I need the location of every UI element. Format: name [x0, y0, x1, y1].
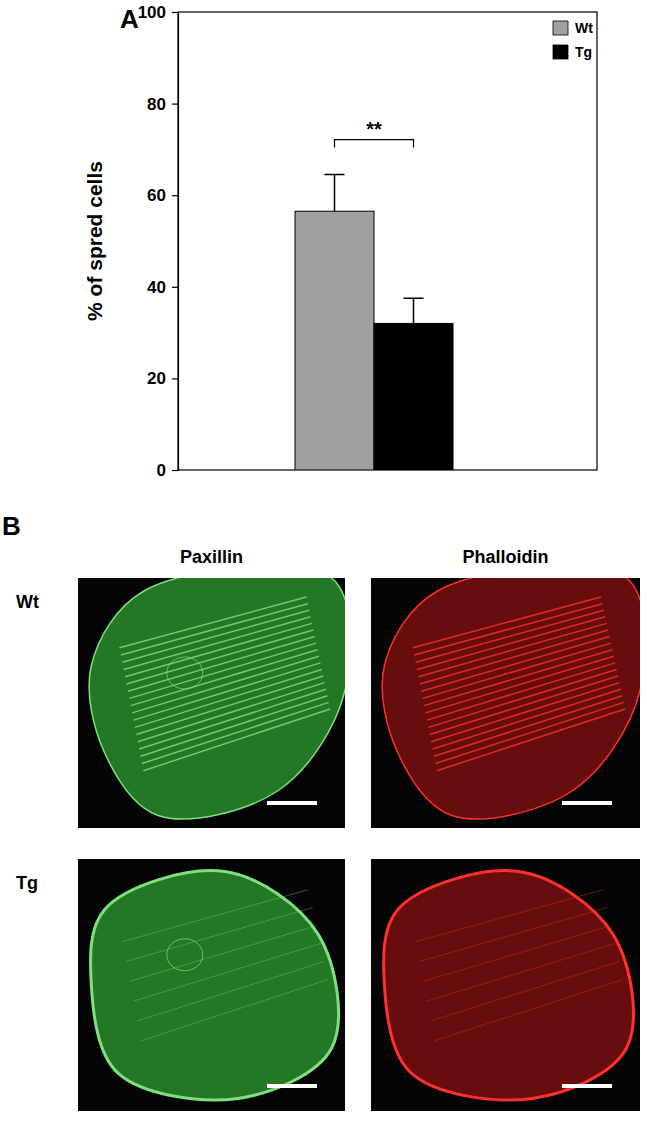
error-bar	[325, 175, 345, 212]
legend-swatch	[553, 21, 568, 35]
fibre	[126, 630, 313, 684]
cell	[89, 578, 345, 819]
column-title: Paxillin	[180, 547, 243, 567]
bar	[295, 211, 374, 470]
significance-bracket	[335, 140, 414, 148]
fibre	[134, 663, 321, 720]
panel-label: B	[2, 511, 21, 541]
fibre	[135, 669, 322, 727]
scale-bar	[562, 801, 612, 805]
y-tick-mark	[172, 12, 178, 13]
fibre	[417, 617, 605, 670]
y-tick-label: 60	[147, 186, 166, 205]
fibre	[437, 709, 625, 771]
y-tick-mark	[172, 287, 178, 288]
plot-frame	[178, 12, 597, 470]
fibre	[428, 669, 616, 727]
fibre	[415, 890, 603, 942]
error-bar	[404, 298, 424, 323]
micrograph	[371, 578, 640, 828]
fibre	[136, 676, 323, 735]
fibre	[434, 980, 622, 1041]
y-tick: 20	[147, 369, 178, 388]
fibre	[416, 610, 604, 662]
fibre	[421, 637, 609, 692]
fibre	[424, 650, 612, 706]
legend-label: Wt	[575, 20, 593, 36]
y-tick: 40	[147, 278, 178, 297]
fibre	[141, 696, 328, 757]
y-tick-label: 20	[147, 369, 166, 388]
row-title: Wt	[16, 592, 39, 612]
legend: Wt Tg	[553, 20, 593, 60]
y-tick: 80	[147, 95, 178, 114]
y-tick-mark	[172, 103, 178, 104]
y-axis-line	[172, 13, 179, 471]
scale-bar	[267, 1084, 317, 1088]
bars	[295, 175, 453, 470]
column-title: Phalloidin	[462, 547, 548, 567]
fibre	[434, 696, 622, 757]
y-tick-label: 80	[147, 95, 166, 114]
y-tick: 100	[138, 3, 178, 22]
micrograph-background	[371, 859, 640, 1111]
fibre	[129, 643, 316, 698]
fibre	[431, 962, 619, 1021]
y-axis: 0 20 40 60 80 100	[138, 3, 179, 480]
fibre	[427, 663, 615, 720]
micrograph	[371, 859, 640, 1111]
y-tick-mark	[172, 470, 178, 471]
fibre	[137, 962, 324, 1021]
y-tick-mark	[172, 378, 178, 379]
micrograph	[78, 859, 345, 1111]
legend-label: Tg	[575, 44, 592, 60]
scale-bar	[267, 801, 317, 805]
fibre	[124, 617, 311, 670]
scale-bar	[562, 1084, 612, 1088]
fibre	[435, 702, 623, 763]
micrograph-background	[78, 859, 345, 1111]
cell	[384, 871, 634, 1100]
legend-swatch	[553, 45, 568, 59]
figure: 0 20 40 60 80 100 % of spred cells ** Wt Tg A B Paxi…	[0, 0, 647, 1138]
fibre	[141, 980, 328, 1041]
y-tick-label: 100	[138, 3, 166, 22]
fibre	[418, 623, 606, 676]
fibre	[122, 890, 309, 942]
fibre	[125, 623, 312, 676]
y-tick-mark	[172, 195, 178, 196]
fibre	[430, 676, 618, 735]
row-title: Tg	[16, 873, 38, 893]
fibre	[132, 656, 319, 713]
fibre	[142, 702, 329, 763]
fibre	[128, 637, 315, 692]
y-axis-title: % of spred cells	[83, 161, 106, 321]
cell	[382, 578, 640, 819]
fibre	[131, 650, 318, 706]
fibre	[122, 610, 309, 662]
y-tick-label: 0	[157, 461, 166, 480]
fibre	[423, 643, 611, 698]
fibre	[143, 709, 330, 771]
panel-label: A	[120, 4, 139, 34]
fibre	[426, 656, 614, 713]
fibre	[420, 630, 608, 684]
cell	[90, 871, 338, 1100]
nucleus	[167, 939, 203, 971]
bar	[374, 323, 453, 470]
y-tick-label: 40	[147, 278, 166, 297]
y-tick: 60	[147, 186, 178, 205]
significance-label: **	[366, 118, 382, 140]
nucleus	[167, 657, 203, 689]
y-tick: 0	[157, 461, 178, 480]
micrograph	[78, 578, 345, 828]
